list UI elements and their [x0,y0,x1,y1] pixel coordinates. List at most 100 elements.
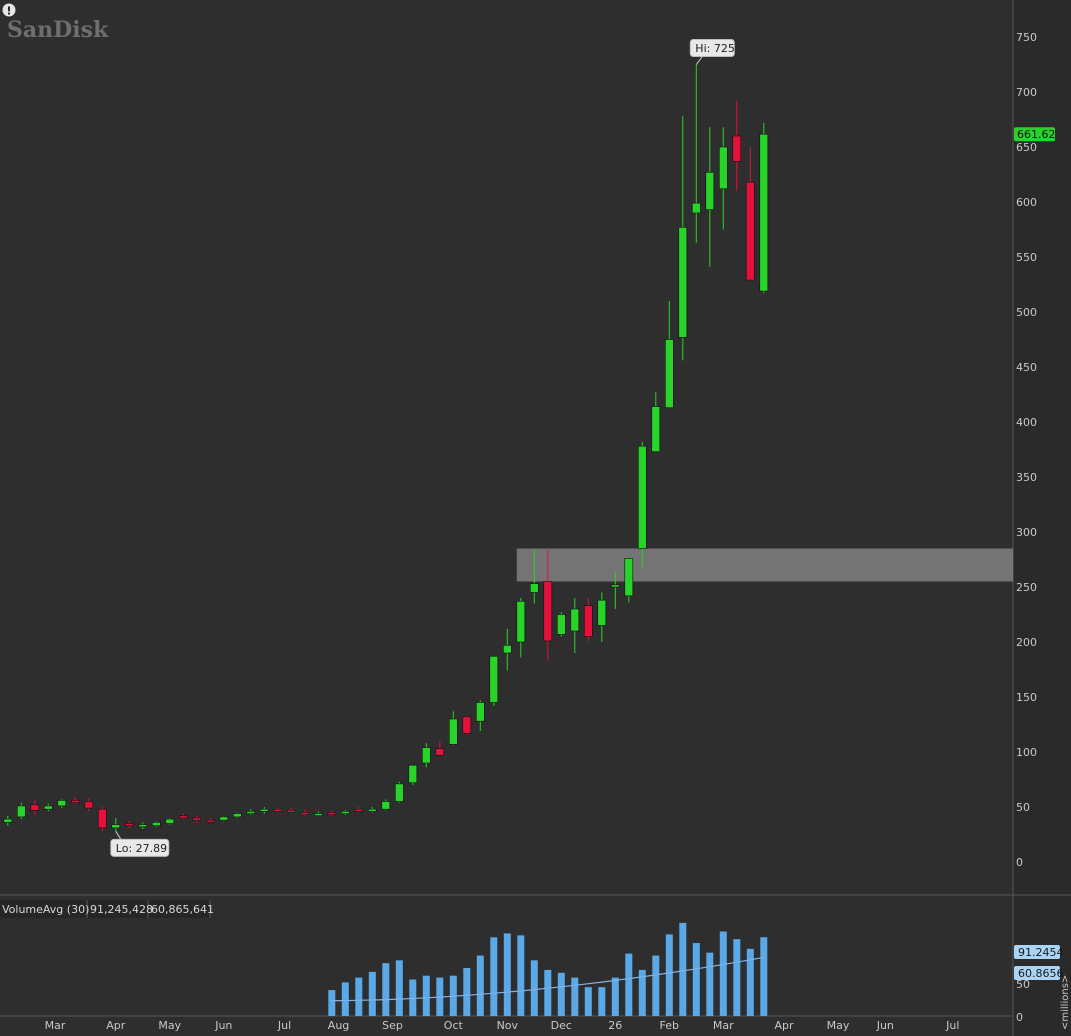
volume-bar [557,972,565,1016]
volume-bar [463,968,471,1016]
alert-icon[interactable]: ! [2,3,16,18]
volume-bar [395,960,403,1016]
volume-bar [517,935,525,1016]
volume-axis-tick: 50 [1016,978,1030,991]
volume-average-badge [1014,966,1060,980]
candle-body [448,718,458,745]
price-tick-label: 650 [1016,141,1037,154]
candle-body [502,644,512,654]
high-label: Hi: 725 [695,42,735,55]
candle-body [381,801,391,810]
low-pointer [115,831,122,840]
volume-bar [625,953,633,1016]
price-tick-label: 250 [1016,581,1037,594]
volume-value-badge [1014,945,1060,959]
price-panel-background [0,0,1013,893]
volume-value-badge-text: 91.2454 [1018,946,1064,959]
last-price-text: 661.62 [1017,128,1056,141]
volume-study-label: VolumeAvg (30) [2,903,89,916]
price-tick-label: 550 [1016,251,1037,264]
candle-body [610,584,620,588]
candle-body [206,819,215,823]
volume-bar [611,977,619,1016]
time-tick-label: Apr [775,1019,795,1032]
right-axis-strip [1013,0,1071,1036]
candle-body [516,600,526,643]
price-tick-label: 500 [1016,306,1037,319]
volume-bar [706,952,714,1016]
price-axis-labels: 0 50 100 150 200 250 300 350 400 450 500 550 600 650 7… [1016,31,1037,869]
candle-body [98,808,107,829]
volume-bar [382,963,390,1016]
price-tick-label: 400 [1016,416,1037,429]
candle-body [71,800,80,803]
candle-body [678,227,688,338]
candle-body [3,818,13,823]
candle-body [637,445,647,549]
volume-average-value: 60,865,641 [151,903,214,916]
volume-bar [355,977,363,1016]
price-tick-label: 700 [1016,86,1037,99]
candle-body [16,805,26,818]
candle-body [597,599,607,626]
time-tick-label: Mar [713,1019,734,1032]
candle-body [286,809,296,813]
volume-bar [476,955,484,1016]
high-bubble [689,39,735,57]
candle-body [651,406,661,453]
candle-body [705,172,715,211]
time-tick-label: Sep [382,1019,403,1032]
price-tick-label: 300 [1016,526,1037,539]
time-tick-label: Oct [444,1019,464,1032]
candle-body [624,558,634,597]
candle-body [570,608,580,632]
candle-body [759,133,769,292]
candle-body [367,808,377,812]
zone-band [516,548,1013,582]
candle-body [394,783,404,802]
candle-body [84,801,94,809]
volume-bar [760,937,768,1016]
volume-value: 91,245,428 [90,903,153,916]
candle-body [529,583,539,593]
volume-bar [679,922,687,1016]
time-tick-label: Jun [214,1019,232,1032]
price-tick-label: 0 [1016,856,1023,869]
volume-bar [719,931,727,1016]
volume-bar [584,987,592,1016]
price-tick-label: 100 [1016,746,1037,759]
volume-axis: 50 0 91.2454 60.8656 <millions> [1014,945,1071,1030]
time-tick-label: Feb [660,1019,679,1032]
candle-body [408,764,418,784]
candle-body [435,748,445,756]
high-low-annotations: Hi: 725 Lo: 27.89 [110,39,735,857]
volume-bar [328,990,336,1016]
volume-bar [368,971,376,1016]
price-tick-label: 150 [1016,691,1037,704]
time-tick-label: Jul [277,1019,291,1032]
candle-body [57,800,67,807]
time-tick-label: 26 [608,1019,622,1032]
candle-body [327,812,337,816]
price-tick-label: 350 [1016,471,1037,484]
candle-body [273,808,283,812]
time-tick-label: Jun [876,1019,894,1032]
volume-bar [598,987,606,1016]
volume-bar [490,937,498,1016]
candle-body [354,808,364,812]
volume-study-header[interactable]: VolumeAvg (30) 91,245,428 60,865,641 [0,900,214,918]
time-tick-label: May [827,1019,850,1032]
candle-body [340,811,350,814]
candle-body [745,181,755,281]
candle-body [664,339,674,408]
candlesticks [3,64,769,832]
low-bubble [110,838,170,857]
candle-body [489,655,499,703]
high-pointer [695,56,703,65]
volume-bar [422,975,430,1016]
candle-body [583,605,593,637]
candle-body [165,818,175,824]
candle-body [125,823,134,827]
candle-body [475,702,485,722]
